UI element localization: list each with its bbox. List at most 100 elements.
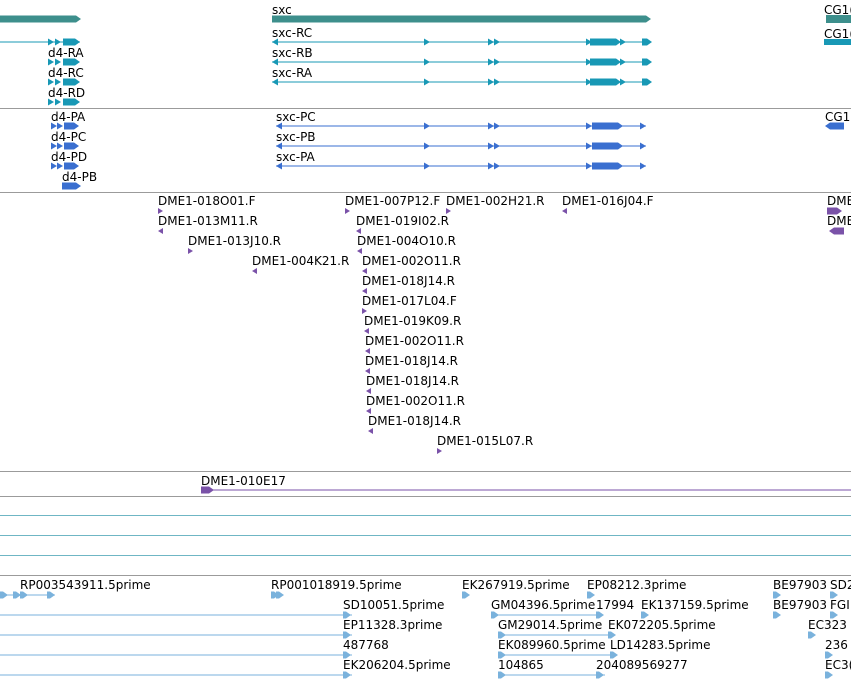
protein-glyph xyxy=(494,122,500,130)
clone-end-marker xyxy=(437,448,442,454)
exon-glyph xyxy=(55,78,61,86)
protein-glyph xyxy=(276,142,282,150)
protein-glyph xyxy=(62,182,81,190)
protein-glyph xyxy=(586,142,592,150)
exon-glyph xyxy=(48,58,54,66)
rna-label-sxc-rb: sxc-RB xyxy=(272,46,313,60)
est-glyph xyxy=(830,611,838,619)
est-glyph xyxy=(596,611,604,619)
exon-glyph xyxy=(620,78,626,86)
clone-end-marker xyxy=(252,268,257,274)
clone-end-marker xyxy=(188,248,193,254)
exon-glyph xyxy=(424,78,430,86)
est-label: GM29014.5prime xyxy=(498,618,603,632)
est-label: BE97903 xyxy=(773,578,827,592)
protein-glyph xyxy=(586,122,592,130)
clone-end-marker xyxy=(446,208,451,214)
est-glyph xyxy=(47,591,55,599)
exon-glyph xyxy=(63,78,80,86)
est-label: 104865 xyxy=(498,658,544,672)
clone-end-marker xyxy=(345,208,350,214)
est-label: EK206204.5prime xyxy=(343,658,451,672)
clone-end-marker xyxy=(365,368,370,374)
exon-glyph xyxy=(642,58,652,66)
protein-glyph xyxy=(57,162,63,170)
est-label: GM04396.5prime xyxy=(491,598,596,612)
est-label: EP11328.3prime xyxy=(343,618,443,632)
clone-end-label: DME1-018J14.R xyxy=(362,274,456,288)
est-glyph xyxy=(0,591,8,599)
clone-end-marker xyxy=(829,227,844,235)
protein-glyph xyxy=(51,142,57,150)
clone-end-label: DME1-016J04.F xyxy=(562,194,654,208)
est-label: EK137159.5prime xyxy=(641,598,749,612)
exon-glyph xyxy=(586,38,592,46)
est-glyph xyxy=(343,611,351,619)
est-glyph xyxy=(20,591,28,599)
exon-glyph xyxy=(488,38,494,46)
gene-glyph-cg-partial xyxy=(826,15,851,23)
clone-end-marker xyxy=(562,208,567,214)
est-glyph xyxy=(13,591,21,599)
protein-glyph xyxy=(424,162,430,170)
clone-end-marker xyxy=(368,428,373,434)
rna-label-d4-rd: d4-RD xyxy=(48,86,86,100)
exon-glyph xyxy=(494,38,500,46)
protein-label-d4-pb: d4-PB xyxy=(62,170,98,184)
clone-end-marker xyxy=(365,348,370,354)
exon-glyph xyxy=(590,38,621,46)
clone-end-marker xyxy=(158,208,163,214)
track-separator-empty-est xyxy=(0,575,851,576)
est-glyph xyxy=(343,671,351,679)
track-separator-clones-empty xyxy=(0,496,851,497)
est-label: SD2 xyxy=(830,578,851,592)
clone-end-marker xyxy=(356,228,361,234)
clone-end-label: DME1-002O11.R xyxy=(366,394,465,408)
empty-track-line xyxy=(0,555,851,556)
clone-end-label: DME1-019K09.R xyxy=(364,314,462,328)
protein-glyph xyxy=(640,142,646,150)
est-label: 487768 xyxy=(343,638,389,652)
est-glyph xyxy=(276,591,284,599)
est-glyph xyxy=(808,631,816,639)
clone-end-label: DME1-007P12.F xyxy=(345,194,441,208)
est-label: EK072205.5prime xyxy=(608,618,716,632)
clone-end-label: DME1-002O11.R xyxy=(365,334,464,348)
exon-glyph xyxy=(48,78,54,86)
rna-label-cg-partial: CG1( xyxy=(824,27,851,41)
protein-label-sxc-pb: sxc-PB xyxy=(276,130,316,144)
est-label: FGI xyxy=(830,598,850,612)
exon-glyph xyxy=(55,38,61,46)
est-label: 236 xyxy=(825,638,848,652)
protein-label-d4-pa: d4-PA xyxy=(51,110,86,124)
est-label: RP001018919.5prime xyxy=(271,578,402,592)
exon-glyph xyxy=(55,98,61,106)
est-glyph xyxy=(825,651,833,659)
track-separator-clone-ends-clones xyxy=(0,471,851,472)
est-glyph xyxy=(641,611,649,619)
est-label: SD10051.5prime xyxy=(343,598,445,612)
protein-glyph xyxy=(494,162,500,170)
exon-glyph xyxy=(63,98,80,106)
protein-glyph xyxy=(57,122,63,130)
protein-glyph xyxy=(488,142,494,150)
clone-end-label: DME1-013M11.R xyxy=(158,214,258,228)
track-separator-rna-protein xyxy=(0,108,851,109)
est-glyph xyxy=(773,611,781,619)
est-glyph xyxy=(343,631,351,639)
protein-glyph xyxy=(64,162,79,170)
est-label: EK267919.5prime xyxy=(462,578,570,592)
rna-label-sxc-rc: sxc-RC xyxy=(272,26,313,40)
track-separator-protein-clone-ends xyxy=(0,192,851,193)
exon-glyph xyxy=(586,78,592,86)
protein-glyph xyxy=(64,122,79,130)
protein-label-d4-pd: d4-PD xyxy=(51,150,88,164)
exon-glyph xyxy=(824,39,851,45)
protein-glyph xyxy=(424,142,430,150)
clone-end-label: DME1-002O11.R xyxy=(362,254,461,268)
clone-end-label: DME1-004O10.R xyxy=(357,234,456,248)
protein-label-cg-partial: CG1 xyxy=(825,110,851,124)
exon-glyph xyxy=(620,38,626,46)
exon-glyph xyxy=(590,58,621,66)
